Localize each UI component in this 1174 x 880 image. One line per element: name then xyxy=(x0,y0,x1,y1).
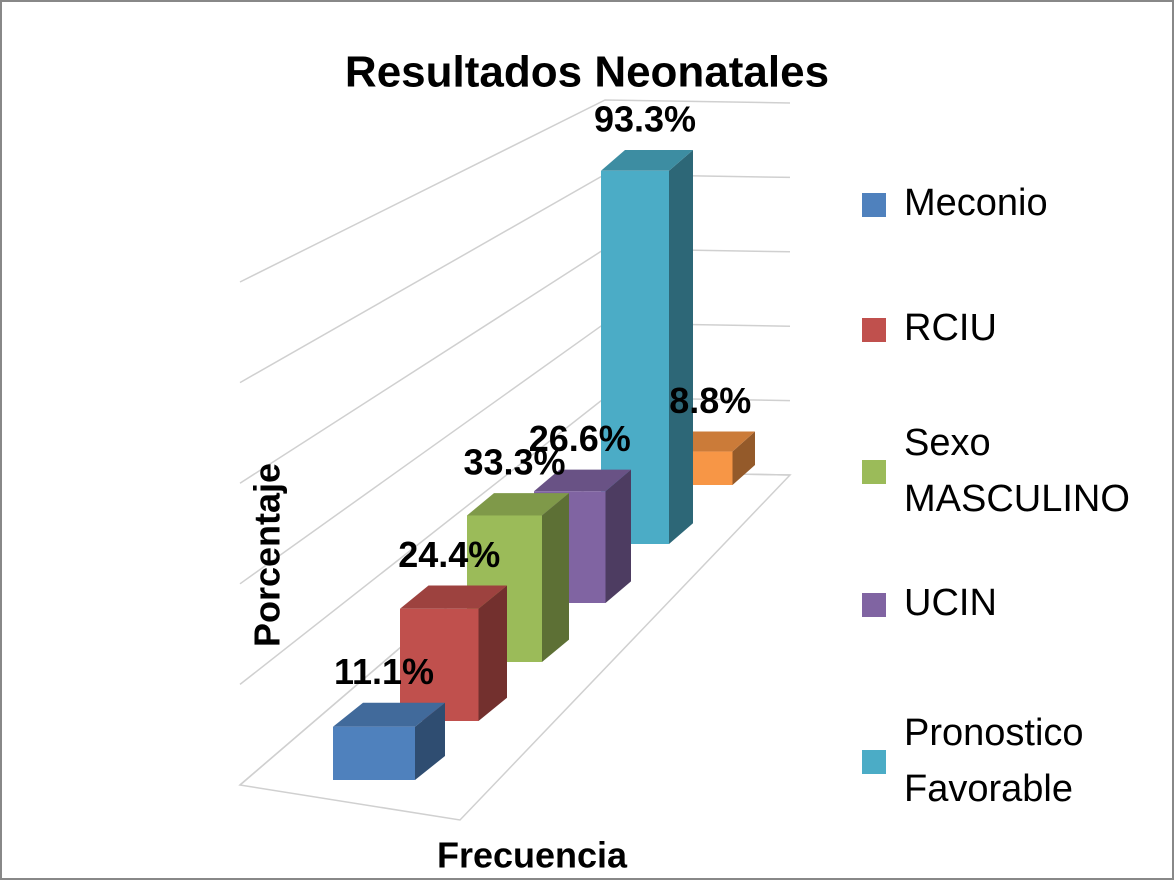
value-label: 26.6% xyxy=(529,418,631,459)
value-label: 33.3% xyxy=(463,442,565,483)
value-label: 11.1% xyxy=(334,651,434,692)
grid-line xyxy=(239,99,791,283)
bar-top xyxy=(467,493,569,516)
y-axis-label: Porcentaje xyxy=(247,463,288,647)
bar xyxy=(400,585,507,721)
bar-front xyxy=(333,726,415,780)
legend-label: Pronostico Favorable xyxy=(904,712,1084,810)
legend-label: Meconio xyxy=(904,182,1048,224)
bar-side xyxy=(542,493,569,662)
legend-swatch xyxy=(862,318,886,342)
legend-swatch xyxy=(862,460,886,484)
bar-top xyxy=(400,585,507,609)
legend-swatch xyxy=(862,593,886,617)
bar-side xyxy=(732,431,755,485)
bar xyxy=(333,702,445,780)
legend-label: RCIU xyxy=(904,307,997,349)
legend-label: Sexo MASCULINO xyxy=(904,422,1130,520)
bar-side xyxy=(478,585,507,721)
bar-top xyxy=(333,702,445,727)
bar-front xyxy=(400,608,479,721)
value-label: 8.8% xyxy=(669,380,751,421)
bar-side xyxy=(605,469,631,603)
legend-swatch xyxy=(862,750,886,774)
x-axis-label: Frecuencia xyxy=(437,835,628,876)
bar-top xyxy=(534,469,631,492)
value-label: 93.3% xyxy=(594,99,696,140)
bars xyxy=(333,150,755,780)
chart-title: Resultados Neonatales xyxy=(345,48,829,97)
legend: Meconio RCIU Sexo MASCULINO UCIN Pronostico Fa… xyxy=(862,182,1130,810)
legend-label: UCIN xyxy=(904,582,997,624)
value-label: 24.4% xyxy=(398,534,500,575)
legend-swatch xyxy=(862,193,886,217)
bar-top xyxy=(601,150,693,171)
bar-side xyxy=(415,702,445,780)
bar-side xyxy=(669,150,693,544)
